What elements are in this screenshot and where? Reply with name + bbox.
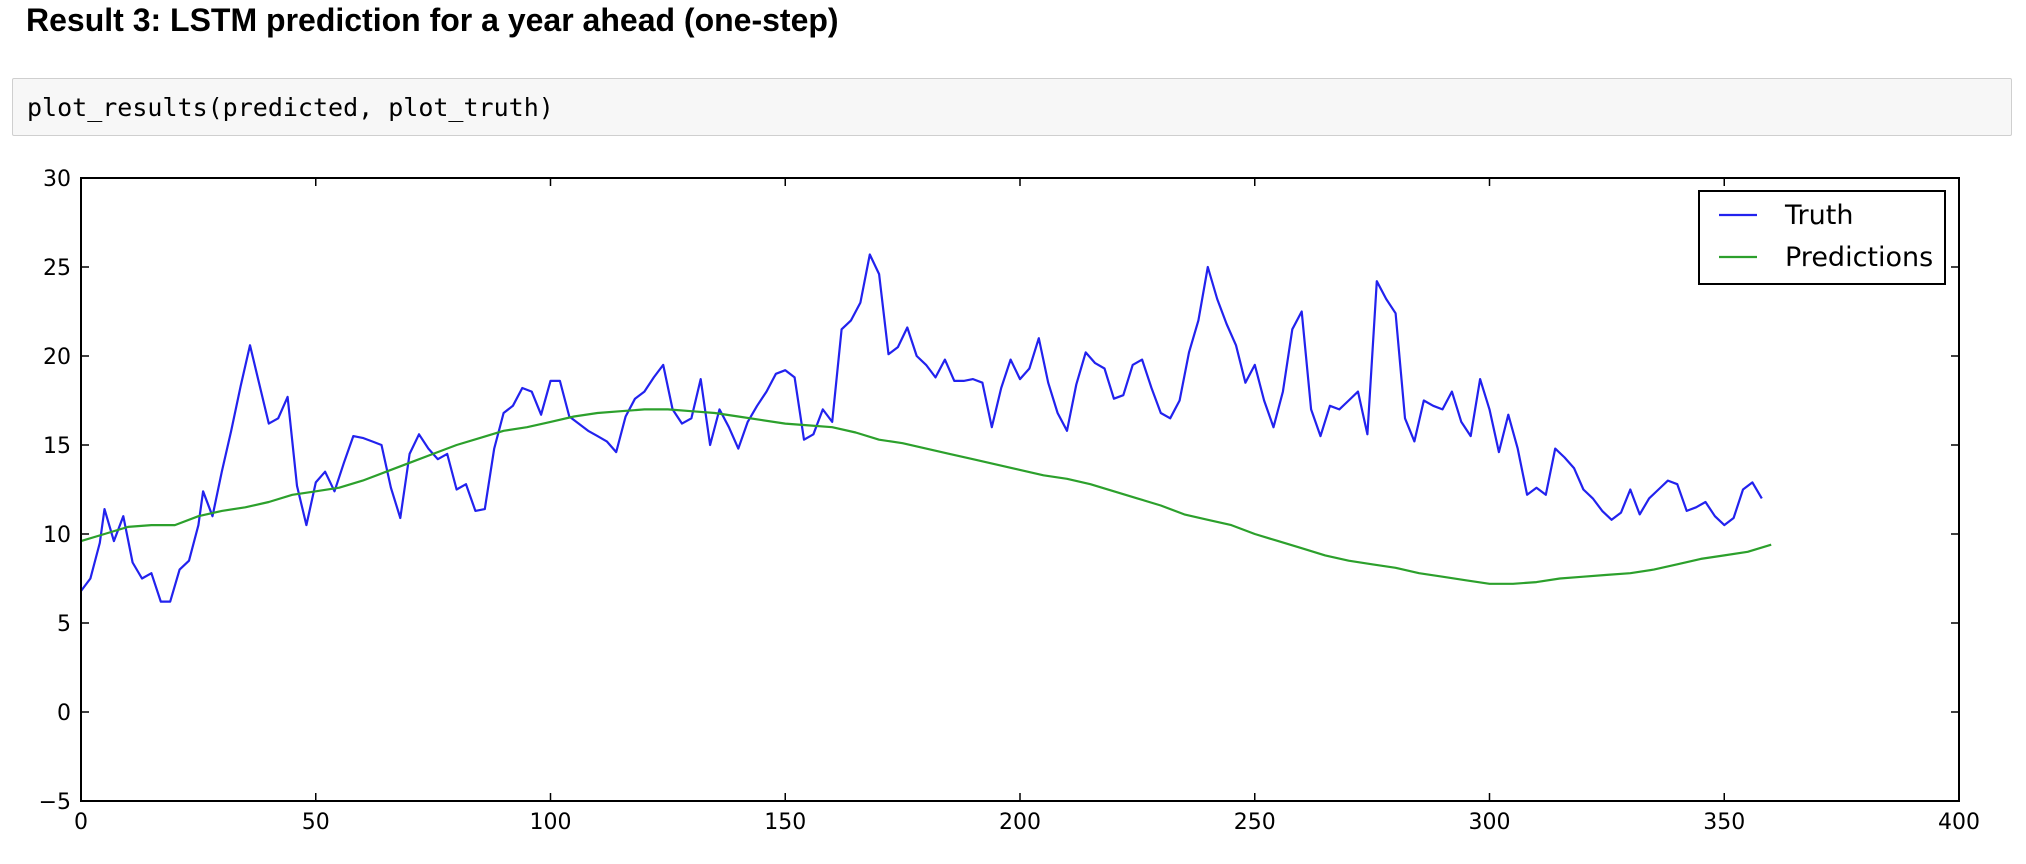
- x-tick-label: 350: [1703, 810, 1745, 835]
- x-tick-label: 150: [764, 810, 806, 835]
- series-line-predictions: [80, 408, 1772, 585]
- y-tick-label: 30: [43, 167, 71, 192]
- y-tick-label: 15: [43, 434, 71, 459]
- y-tick-label: 5: [57, 612, 71, 637]
- series-line-truth: [80, 253, 1763, 603]
- x-tick-label: 300: [1469, 810, 1511, 835]
- x-tick-label: 0: [74, 810, 88, 835]
- x-tick-label: 400: [1938, 810, 1980, 835]
- x-tick-label: 50: [302, 810, 330, 835]
- line-chart: 0 50 100 150 200 250 300 350 400−5051015202530Tr…: [39, 167, 1980, 835]
- y-tick-label: 0: [57, 701, 71, 726]
- y-tick-label: −5: [39, 790, 71, 815]
- code-cell[interactable]: plot_results(predicted, plot_truth): [12, 78, 2012, 136]
- x-tick-label: 100: [530, 810, 572, 835]
- legend-label-predictions: Predictions: [1785, 242, 1933, 273]
- x-tick-label: 250: [1234, 810, 1276, 835]
- x-tick-label: 200: [999, 810, 1041, 835]
- legend-label-truth: Truth: [1784, 200, 1853, 231]
- y-tick-label: 10: [43, 523, 71, 548]
- legend-box: [1698, 190, 1946, 285]
- section-heading: Result 3: LSTM prediction for a year ahe…: [26, 2, 839, 38]
- y-tick-label: 25: [43, 256, 71, 281]
- plot-frame: [80, 177, 1960, 802]
- code-text: plot_results(predicted, plot_truth): [27, 93, 554, 122]
- y-tick-label: 20: [43, 345, 71, 370]
